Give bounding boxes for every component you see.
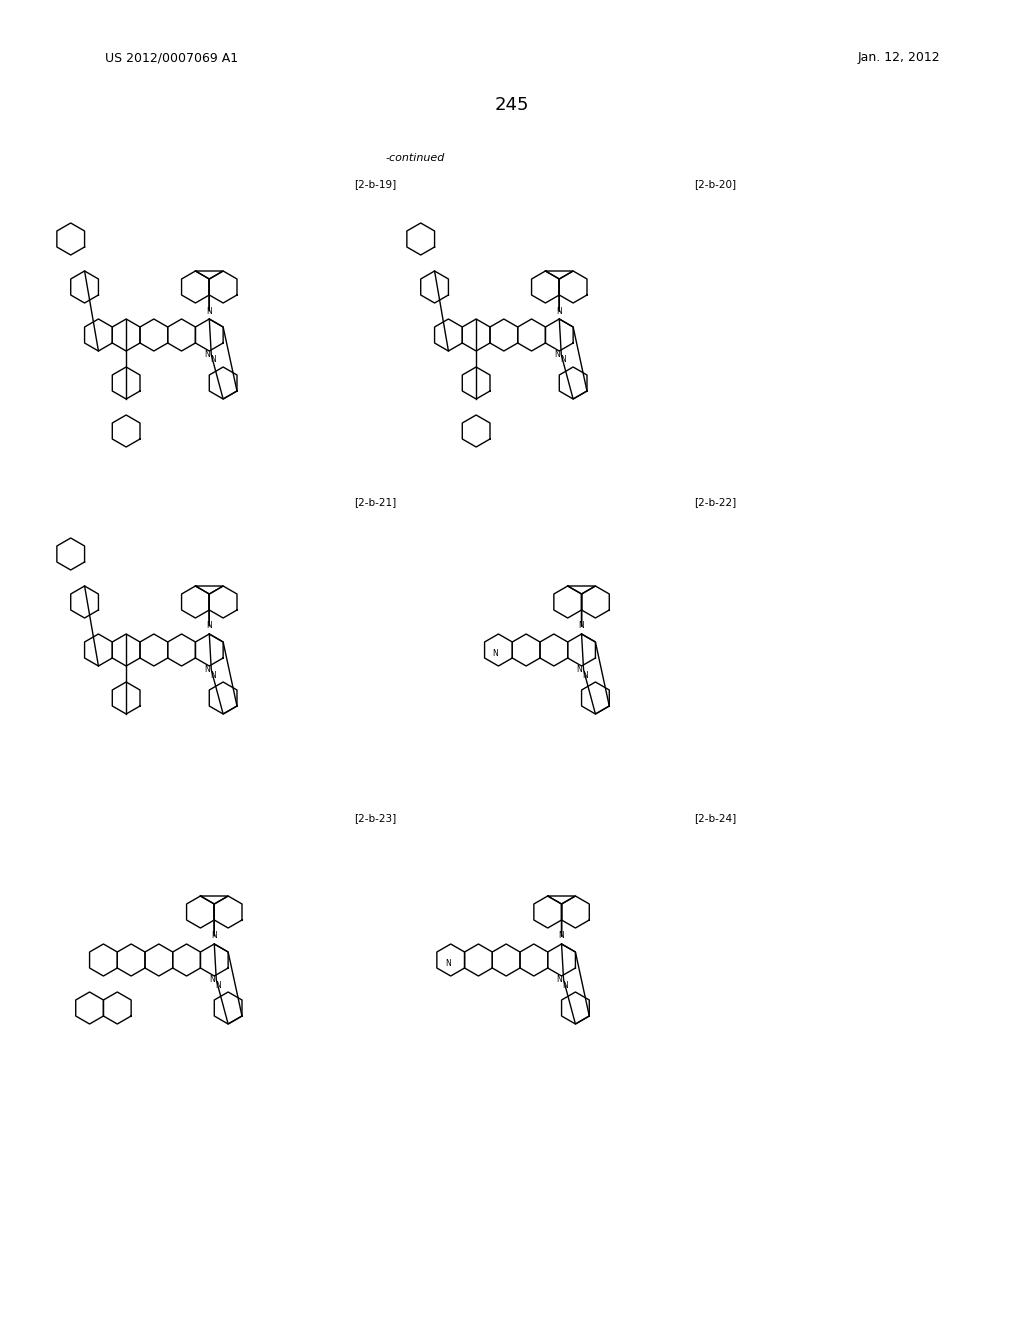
Text: [2-b-20]: [2-b-20] [694,180,736,189]
Text: [2-b-19]: [2-b-19] [354,180,396,189]
Text: 245: 245 [495,96,529,114]
Text: N: N [562,981,568,990]
Text: N: N [211,932,217,940]
Text: N: N [559,932,564,940]
Text: N: N [577,665,583,675]
Text: US 2012/0007069 A1: US 2012/0007069 A1 [105,51,239,65]
Text: N: N [207,622,212,631]
Text: N: N [582,671,588,680]
Text: [2-b-21]: [2-b-21] [354,498,396,507]
Text: N: N [209,975,215,985]
Text: -continued: -continued [385,153,444,162]
Text: N: N [560,355,565,364]
Text: N: N [556,306,562,315]
Text: N: N [493,649,499,659]
Text: [2-b-23]: [2-b-23] [354,813,396,822]
Text: N: N [210,671,215,680]
Text: Jan. 12, 2012: Jan. 12, 2012 [857,51,940,65]
Text: N: N [207,306,212,315]
Text: N: N [444,960,451,969]
Text: N: N [205,665,210,675]
Text: [2-b-24]: [2-b-24] [694,813,736,822]
Text: [2-b-22]: [2-b-22] [694,498,736,507]
Text: N: N [210,355,215,364]
Text: N: N [554,350,560,359]
Text: N: N [579,622,585,631]
Text: N: N [205,350,210,359]
Text: N: N [557,975,562,985]
Text: N: N [215,981,220,990]
